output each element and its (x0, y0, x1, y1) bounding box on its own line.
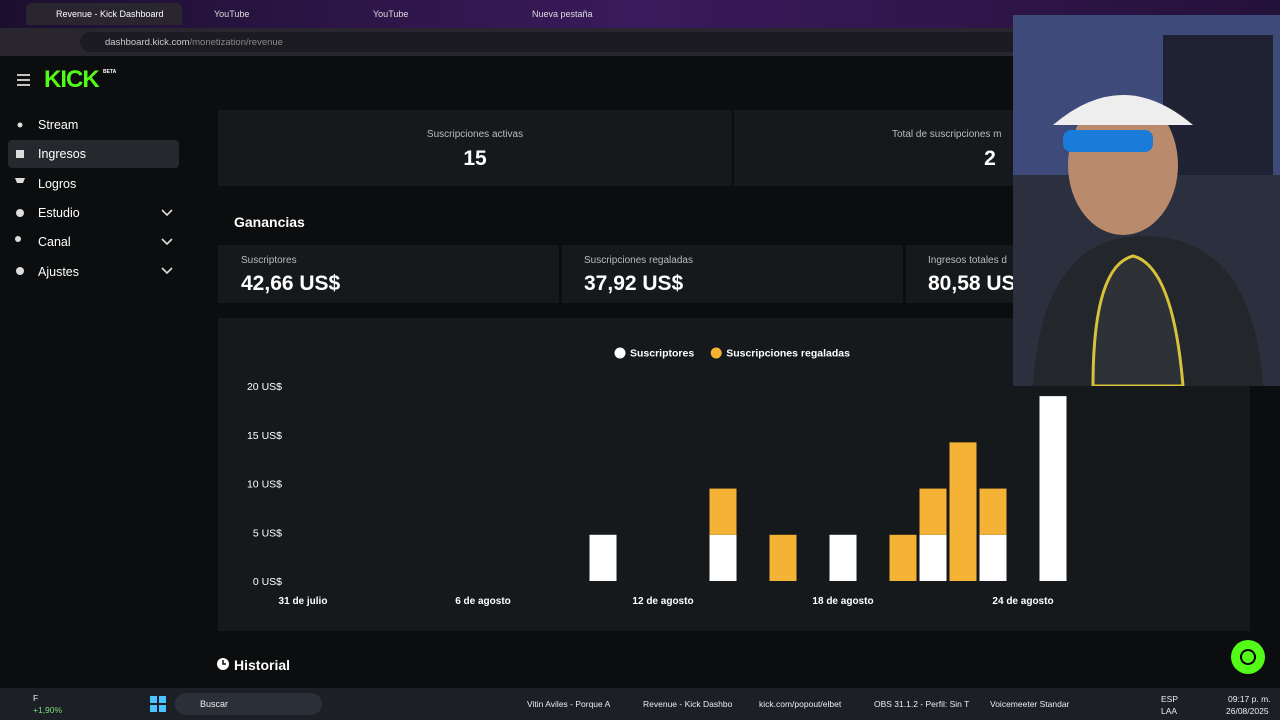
x-tick-label: 31 de julio (279, 596, 328, 607)
logo-badge: BETA (103, 69, 117, 75)
bar-segment (979, 488, 1007, 535)
taskbar-app[interactable]: Vitin Aviles - Porque A (527, 699, 611, 709)
bar-segment (769, 534, 797, 581)
y-tick-label: 10 US$ (247, 479, 282, 491)
help-button[interactable] (1230, 639, 1266, 675)
y-tick-label: 0 US$ (253, 576, 282, 588)
legend-label: Suscripciones regaladas (726, 348, 850, 360)
taskbar-app[interactable]: Voicemeeter Standar (990, 699, 1070, 709)
earning-card (562, 245, 903, 303)
taskbar: F +1,90% Buscar Vitin Aviles - Porque A … (0, 688, 1280, 720)
url-path: /monetization/revenue (189, 37, 283, 48)
section-title: Historial (234, 657, 291, 673)
stat-label: Total de suscripciones m (892, 129, 1002, 140)
earning-value: 42,66 US$ (241, 272, 341, 295)
bar-segment (949, 442, 977, 581)
tab[interactable]: Revenue - Kick Dashboard (26, 3, 182, 25)
bar-segment (919, 534, 947, 581)
weather: F (33, 693, 39, 703)
search-placeholder: Buscar (200, 699, 229, 709)
nav-item[interactable]: Stream (38, 118, 79, 132)
earning-label: Ingresos totales d (928, 255, 1007, 266)
webcam-overlay (1013, 15, 1280, 386)
start-button[interactable] (150, 696, 166, 712)
earning-label: Suscriptores (241, 255, 297, 266)
y-tick-label: 15 US$ (247, 430, 282, 442)
earning-value: 37,92 US$ (584, 272, 684, 295)
earning-value: 80,58 US (928, 272, 1016, 295)
stat-label: Suscripciones activas (426, 129, 524, 140)
bar-segment (709, 488, 737, 535)
tab[interactable]: YouTube (214, 9, 250, 19)
bar-segment (589, 534, 617, 581)
tab[interactable]: Nueva pestaña (532, 9, 593, 19)
bar-segment (889, 534, 917, 581)
taskbar-app[interactable]: OBS 31.1.2 - Perfil: Sin T (874, 699, 970, 709)
history-icon (217, 658, 229, 670)
url-host: dashboard.kick.com (105, 37, 190, 48)
x-tick-label: 6 de agosto (455, 596, 511, 607)
clock-time[interactable]: 09:17 p. m. (1228, 694, 1271, 704)
nav-item[interactable]: Ingresos (8, 140, 179, 168)
legend-label: Suscriptores (630, 348, 694, 360)
section-title: Ganancias (234, 214, 305, 230)
x-tick-label: 18 de agosto (812, 596, 873, 607)
earning-label: Suscripciones regaladas (584, 255, 693, 266)
clock-date: 26/08/2025 (1226, 706, 1269, 716)
menu-icon[interactable] (16, 73, 32, 87)
nav-item[interactable]: Logros (38, 177, 77, 191)
logo[interactable]: KICK (44, 66, 100, 93)
language[interactable]: ESP (1161, 694, 1179, 704)
x-tick-label: 24 de agosto (992, 596, 1053, 607)
taskbar-app[interactable]: Revenue - Kick Dashbo (643, 699, 733, 709)
bar-segment (979, 534, 1007, 581)
y-tick-label: 5 US$ (253, 527, 282, 539)
legend-swatch (710, 347, 722, 359)
bar-segment (709, 534, 737, 581)
x-tick-label: 12 de agosto (632, 596, 693, 607)
search-box[interactable]: Buscar (175, 693, 322, 715)
nav-icons (15, 122, 173, 275)
stat-value: 15 (463, 147, 487, 170)
bar-segment (1039, 396, 1067, 581)
taskbar-app[interactable]: kick.com/popout/elbet (759, 699, 842, 709)
bar-segment (919, 488, 947, 535)
stock: +1,90% (33, 705, 63, 715)
nav-item[interactable]: Estudio (38, 206, 80, 220)
bar-segment (829, 534, 857, 581)
nav-item[interactable]: Ajustes (38, 265, 79, 279)
earning-card (218, 245, 559, 303)
y-tick-label: 20 US$ (247, 381, 282, 393)
keyboard-layout: LAA (1161, 706, 1178, 716)
url-field[interactable]: dashboard.kick.com/monetization/revenue (80, 32, 1020, 52)
tab[interactable]: YouTube (373, 9, 409, 19)
nav-item[interactable]: Canal (38, 235, 71, 249)
legend-swatch (614, 347, 626, 359)
stat-card (218, 110, 732, 186)
stat-value: 2 (984, 147, 996, 170)
